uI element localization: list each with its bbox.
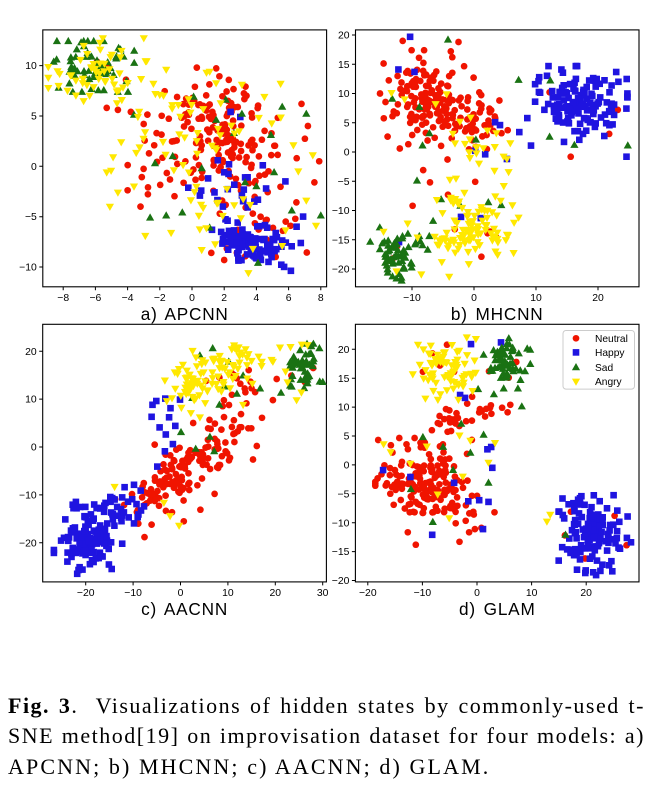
svg-text:−20: −20	[332, 576, 350, 587]
svg-text:5: 5	[344, 118, 350, 129]
svg-text:−6: −6	[89, 293, 101, 304]
svg-text:10: 10	[222, 588, 234, 599]
svg-text:10: 10	[530, 293, 542, 304]
svg-text:6: 6	[286, 293, 292, 304]
svg-text:−10: −10	[414, 588, 432, 599]
svg-text:0: 0	[189, 293, 195, 304]
svg-text:30: 30	[317, 588, 329, 599]
svg-text:5: 5	[344, 432, 350, 443]
svg-text:0: 0	[344, 461, 350, 472]
svg-text:20: 20	[338, 345, 350, 356]
svg-text:Sad: Sad	[595, 363, 613, 374]
svg-text:−10: −10	[124, 588, 142, 599]
svg-text:−20: −20	[19, 538, 37, 549]
svg-text:15: 15	[338, 374, 350, 385]
svg-text:20: 20	[580, 588, 592, 599]
svg-text:−15: −15	[332, 235, 350, 246]
svg-text:−5: −5	[25, 212, 37, 223]
svg-text:8: 8	[318, 293, 324, 304]
svg-text:20: 20	[270, 588, 282, 599]
svg-text:−10: −10	[403, 293, 421, 304]
svg-text:−10: −10	[19, 263, 37, 274]
svg-text:0: 0	[471, 293, 477, 304]
svg-text:Neutral: Neutral	[595, 334, 628, 345]
svg-text:d) GLAM: d) GLAM	[459, 599, 536, 619]
svg-text:10: 10	[25, 395, 37, 406]
svg-text:−20: −20	[359, 588, 377, 599]
svg-text:5: 5	[31, 112, 37, 123]
svg-text:2: 2	[221, 293, 227, 304]
svg-text:10: 10	[338, 89, 350, 100]
svg-text:10: 10	[338, 403, 350, 414]
svg-text:b) MHCNN: b) MHCNN	[451, 304, 544, 324]
svg-text:−4: −4	[122, 293, 134, 304]
svg-text:4: 4	[254, 293, 260, 304]
svg-text:10: 10	[526, 588, 538, 599]
svg-text:10: 10	[25, 61, 37, 72]
svg-text:0: 0	[344, 148, 350, 159]
svg-text:0: 0	[474, 588, 480, 599]
svg-text:−15: −15	[332, 547, 350, 558]
svg-text:Angry: Angry	[595, 377, 623, 388]
svg-text:−20: −20	[77, 588, 95, 599]
svg-text:−10: −10	[19, 491, 37, 502]
svg-text:c) AACNN: c) AACNN	[141, 599, 228, 619]
svg-text:−2: −2	[154, 293, 166, 304]
svg-text:a) APCNN: a) APCNN	[141, 304, 229, 324]
svg-text:−5: −5	[338, 489, 350, 500]
svg-text:20: 20	[338, 31, 350, 42]
svg-text:0: 0	[31, 162, 37, 173]
svg-text:0: 0	[31, 443, 37, 454]
svg-text:−10: −10	[332, 518, 350, 529]
svg-text:15: 15	[338, 60, 350, 71]
svg-text:0: 0	[178, 588, 184, 599]
svg-text:−10: −10	[332, 206, 350, 217]
svg-text:−20: −20	[332, 265, 350, 276]
svg-text:−8: −8	[57, 293, 69, 304]
svg-text:20: 20	[592, 293, 604, 304]
svg-text:−5: −5	[338, 177, 350, 188]
svg-text:20: 20	[25, 347, 37, 358]
svg-text:Happy: Happy	[595, 348, 625, 359]
